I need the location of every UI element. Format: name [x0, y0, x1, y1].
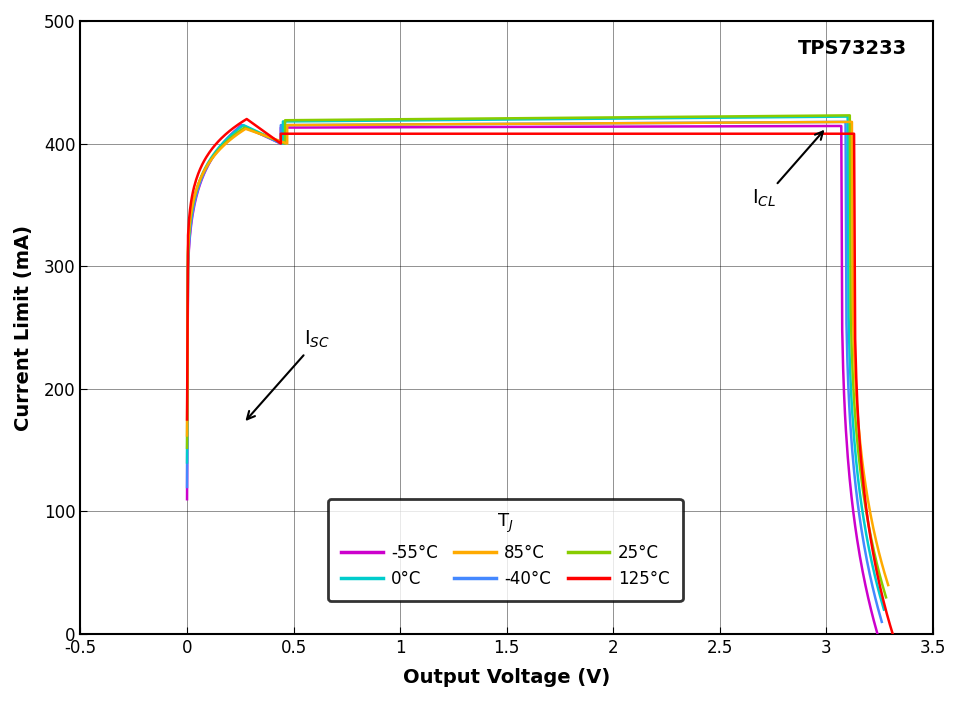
- X-axis label: Output Voltage (V): Output Voltage (V): [403, 668, 611, 687]
- Text: I$_{SC}$: I$_{SC}$: [247, 329, 330, 419]
- Text: TPS73233: TPS73233: [798, 39, 907, 58]
- Text: I$_{CL}$: I$_{CL}$: [752, 131, 823, 210]
- Y-axis label: Current Limit (mA): Current Limit (mA): [13, 224, 33, 430]
- Legend: -55°C, 0°C, 85°C, -40°C, 25°C, 125°C: -55°C, 0°C, 85°C, -40°C, 25°C, 125°C: [327, 498, 683, 601]
